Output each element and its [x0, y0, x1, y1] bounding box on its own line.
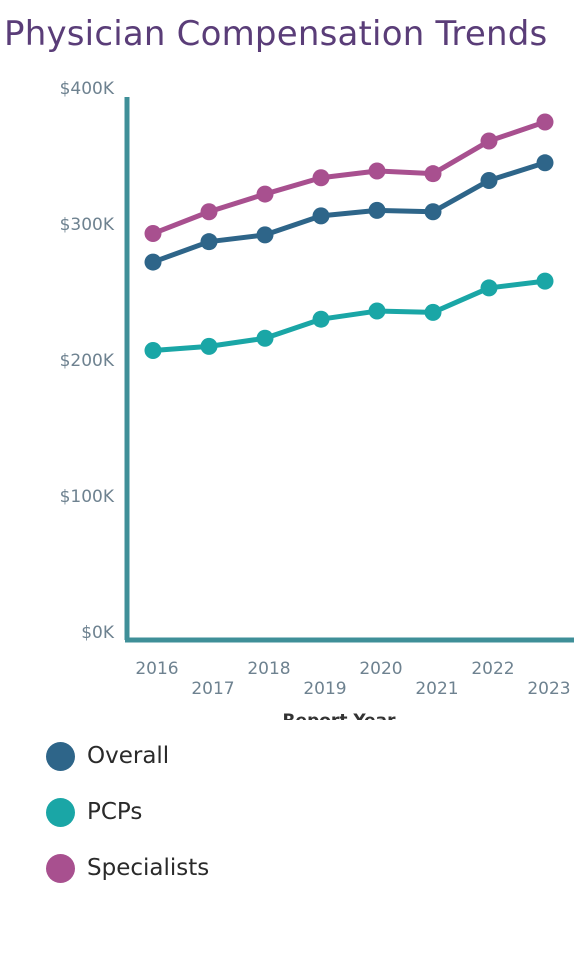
x-tick-label: 2019 [303, 679, 346, 699]
x-tick-label: 2022 [471, 659, 514, 679]
data-point-overall [480, 171, 498, 189]
data-point-pcps [256, 329, 274, 347]
x-tick-labels: 2016 2017 2018 2019 2020 2021 2022 2023 [135, 659, 570, 699]
data-point-pcps [368, 302, 386, 320]
data-point-overall [312, 207, 330, 225]
data-point-specialists [200, 203, 218, 221]
data-point-pcps [312, 310, 330, 328]
legend-swatch [46, 853, 75, 883]
data-point-overall [368, 201, 386, 219]
x-tick-label: 2023 [527, 679, 570, 699]
data-point-specialists [256, 185, 274, 203]
x-tick-label: 2020 [359, 659, 402, 679]
data-point-overall [200, 233, 218, 251]
legend-label: PCPs [87, 799, 143, 825]
legend-label: Specialists [87, 855, 210, 881]
y-tick-label: $0K [81, 623, 115, 643]
data-point-overall [536, 154, 554, 172]
legend-item-pcps: PCPs [46, 784, 209, 840]
data-point-specialists [536, 113, 554, 131]
data-point-overall [424, 203, 442, 221]
data-point-specialists [368, 162, 386, 180]
data-point-pcps [480, 279, 498, 297]
legend-item-overall: Overall [46, 728, 209, 784]
y-tick-label: $400K [60, 79, 115, 99]
y-tick-label: $300K [60, 215, 115, 235]
legend-swatch [46, 797, 75, 827]
legend-item-specialists: Specialists [46, 840, 209, 896]
data-point-pcps [424, 303, 442, 321]
legend-swatch [46, 741, 75, 771]
legend: Overall PCPs Specialists [46, 728, 209, 896]
series-line-overall [150, 160, 548, 265]
line-chart: $0K $100K $200K $300K $400K 2016 2017 2018 2019… [60, 79, 574, 720]
data-point-pcps [200, 337, 218, 355]
data-point-specialists [424, 165, 442, 183]
y-tick-label: $100K [60, 487, 115, 507]
x-tick-label: 2017 [191, 679, 234, 699]
data-point-specialists [144, 225, 162, 243]
series-group [144, 113, 554, 359]
data-point-specialists [312, 169, 330, 187]
data-point-specialists [480, 132, 498, 150]
chart-title: Physician Compensation Trends [4, 14, 548, 54]
data-point-overall [144, 253, 162, 271]
y-tick-label: $200K [60, 351, 115, 371]
data-point-overall [256, 226, 274, 244]
x-axis-label: Report Year [282, 711, 396, 720]
data-point-pcps [144, 341, 162, 359]
series-line-specialists [150, 119, 548, 237]
y-tick-labels: $0K $100K $200K $300K $400K [60, 79, 115, 643]
x-tick-label: 2016 [135, 659, 178, 679]
x-tick-label: 2018 [247, 659, 290, 679]
legend-label: Overall [87, 743, 170, 769]
x-tick-label: 2021 [415, 679, 458, 699]
data-point-pcps [536, 272, 554, 290]
series-line-pcps [150, 278, 548, 353]
